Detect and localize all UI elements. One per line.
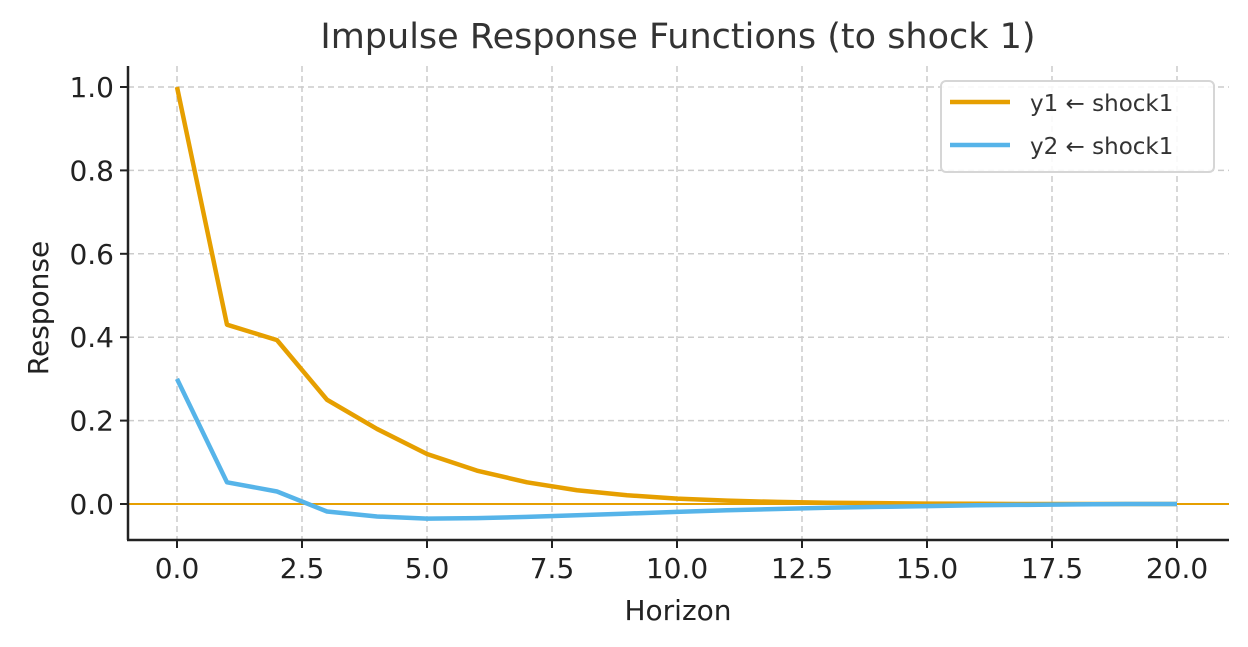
y-tick-label: 0.4 [69, 321, 114, 354]
chart-title: Impulse Response Functions (to shock 1) [320, 17, 1035, 57]
legend-label-y1: y1 ← shock1 [1030, 91, 1173, 117]
x-tick-label: 2.5 [280, 552, 325, 585]
y-tick-label: 0.0 [69, 488, 114, 521]
series-lines [174, 86, 1177, 521]
x-tick-label: 7.5 [530, 552, 575, 585]
legend-label-y2: y2 ← shock1 [1030, 134, 1173, 160]
x-tick-label: 5.0 [405, 552, 450, 585]
x-tick-label: 20.0 [1146, 552, 1208, 585]
y-tick-label: 1.0 [69, 71, 114, 104]
legend: y1 ← shock1 y2 ← shock1 [940, 80, 1215, 173]
y-ticks: 0.0 0.2 0.4 0.6 0.8 1.0 [69, 71, 128, 521]
x-tick-label: 12.5 [771, 552, 833, 585]
y-tick-label: 0.6 [69, 238, 114, 271]
x-tick-label: 0.0 [155, 552, 200, 585]
x-tick-label: 10.0 [646, 552, 708, 585]
series-line-2 [174, 377, 1177, 521]
y-tick-label: 0.8 [69, 154, 114, 187]
x-axis-label: Horizon [624, 594, 731, 627]
y-axis-label: Response [22, 241, 55, 375]
x-ticks: 0.0 2.5 5.0 7.5 10.0 12.5 15.0 17.5 20.0 [155, 540, 1208, 585]
y-tick-label: 0.2 [69, 405, 114, 438]
x-tick-label: 17.5 [1021, 552, 1083, 585]
x-tick-label: 15.0 [896, 552, 958, 585]
